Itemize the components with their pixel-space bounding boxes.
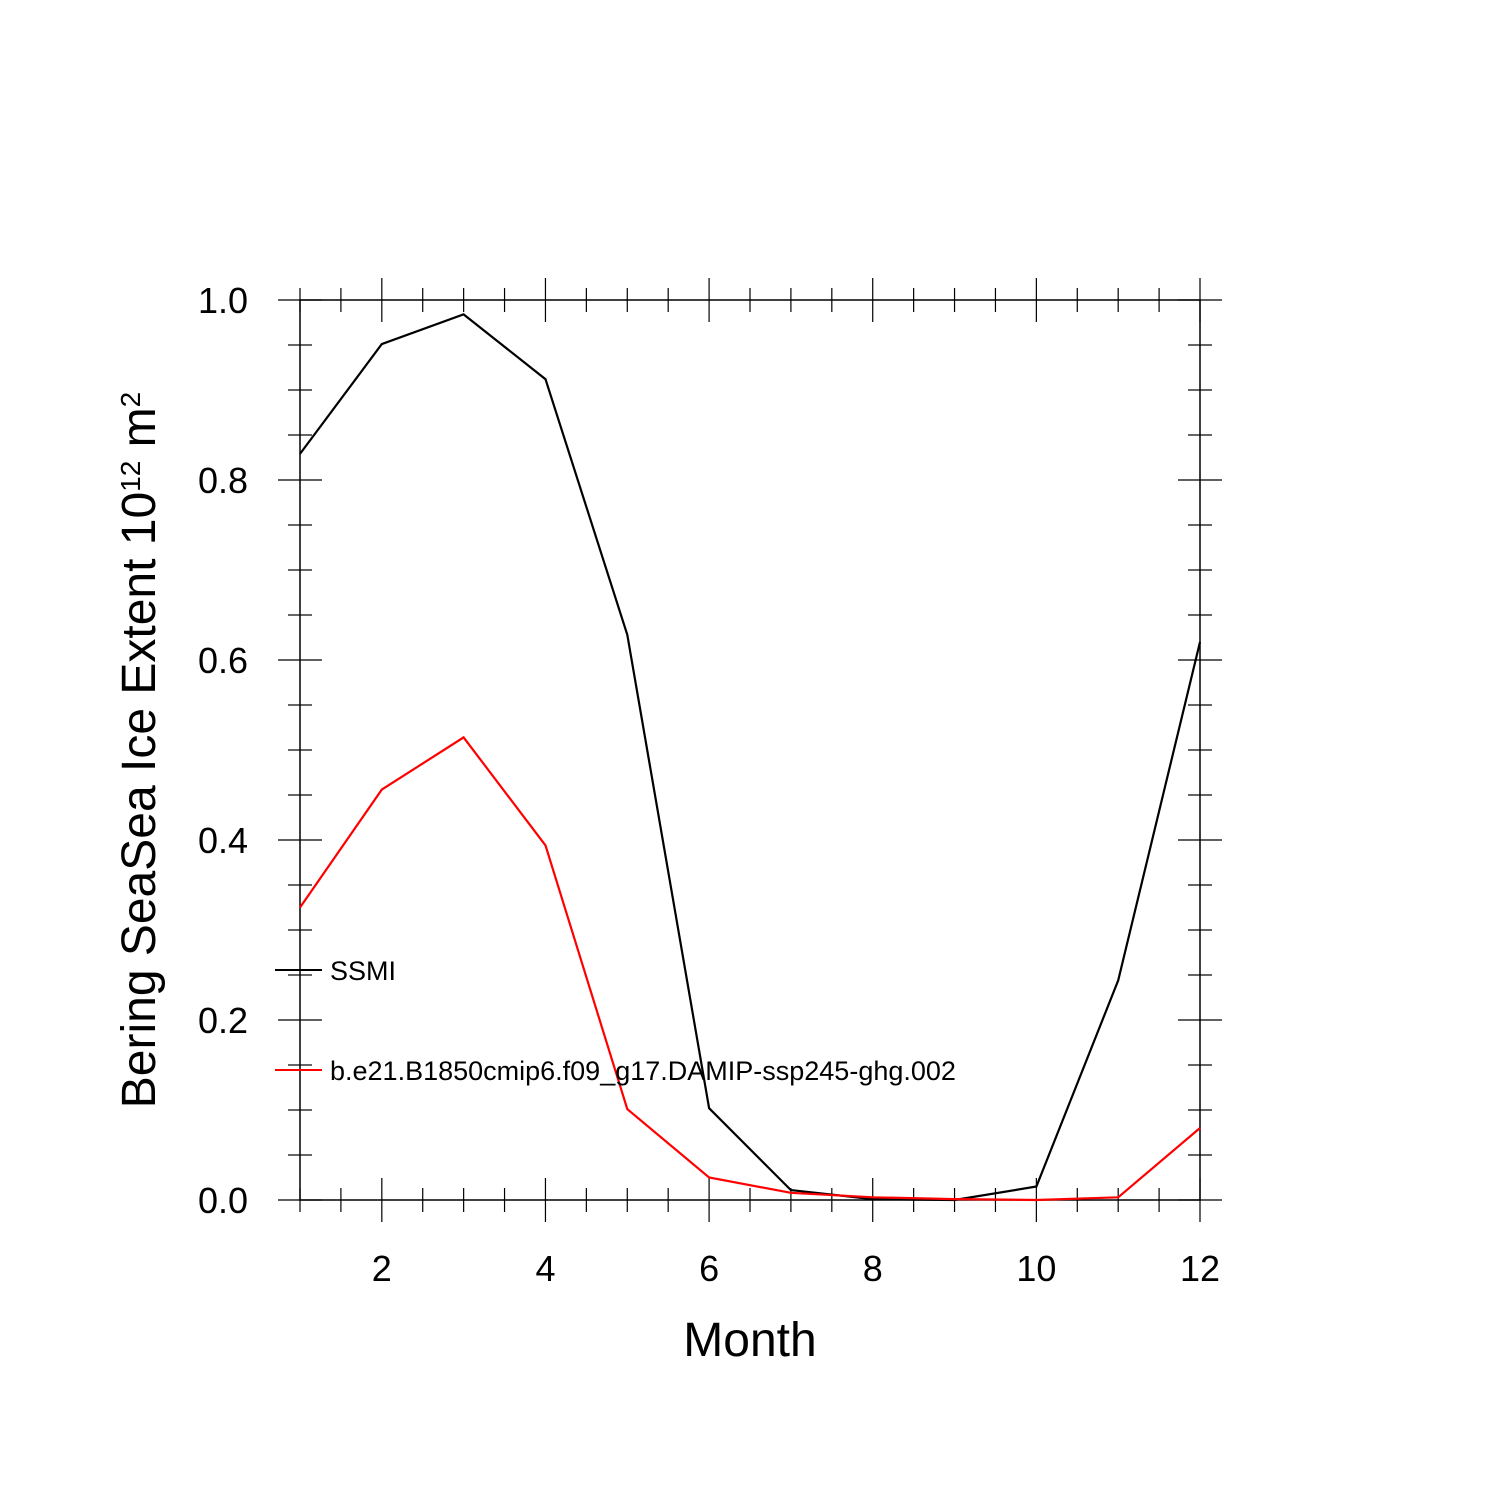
y-axis-title-main: Bering SeaSea Ice Extent 10	[113, 492, 166, 1108]
series-line-model	[299, 735, 1201, 1202]
y-axis-title: Bering SeaSea Ice Extent 1012 m2	[113, 392, 166, 1108]
legend-label-model: b.e21.B1850cmip6.f09_g17.DAMIP-ssp245-gh…	[330, 1056, 956, 1086]
x-tick-label: 4	[535, 1248, 555, 1289]
x-tick-label: 2	[372, 1248, 392, 1289]
series-line-ssmi	[299, 313, 1202, 1202]
x-tick-label: 8	[863, 1248, 883, 1289]
legend: SSMI b.e21.B1850cmip6.f09_g17.DAMIP-ssp2…	[275, 956, 956, 1086]
series-lines	[299, 313, 1202, 1202]
legend-label-ssmi: SSMI	[330, 956, 396, 986]
y-tick-label: 0.2	[198, 1000, 248, 1041]
axis-ticks	[278, 278, 1222, 1222]
tick-labels: 2 4 6 8 10 12 0.0 0.2 0.4 0.6 0.8 1.0	[198, 280, 1220, 1289]
y-tick-label: 1.0	[198, 280, 248, 321]
y-axis-title-unit: m	[113, 407, 166, 460]
y-tick-label: 0.0	[198, 1180, 248, 1221]
x-axis-title: Month	[683, 1314, 816, 1367]
x-tick-label: 12	[1180, 1248, 1220, 1289]
y-tick-label: 0.8	[198, 460, 248, 501]
x-tick-label: 10	[1016, 1248, 1056, 1289]
y-axis-title-unit-exponent: 2	[115, 392, 146, 408]
y-tick-label: 0.4	[198, 820, 248, 861]
y-tick-label: 0.6	[198, 640, 248, 681]
x-tick-label: 6	[699, 1248, 719, 1289]
y-axis-title-exponent: 12	[115, 461, 146, 492]
